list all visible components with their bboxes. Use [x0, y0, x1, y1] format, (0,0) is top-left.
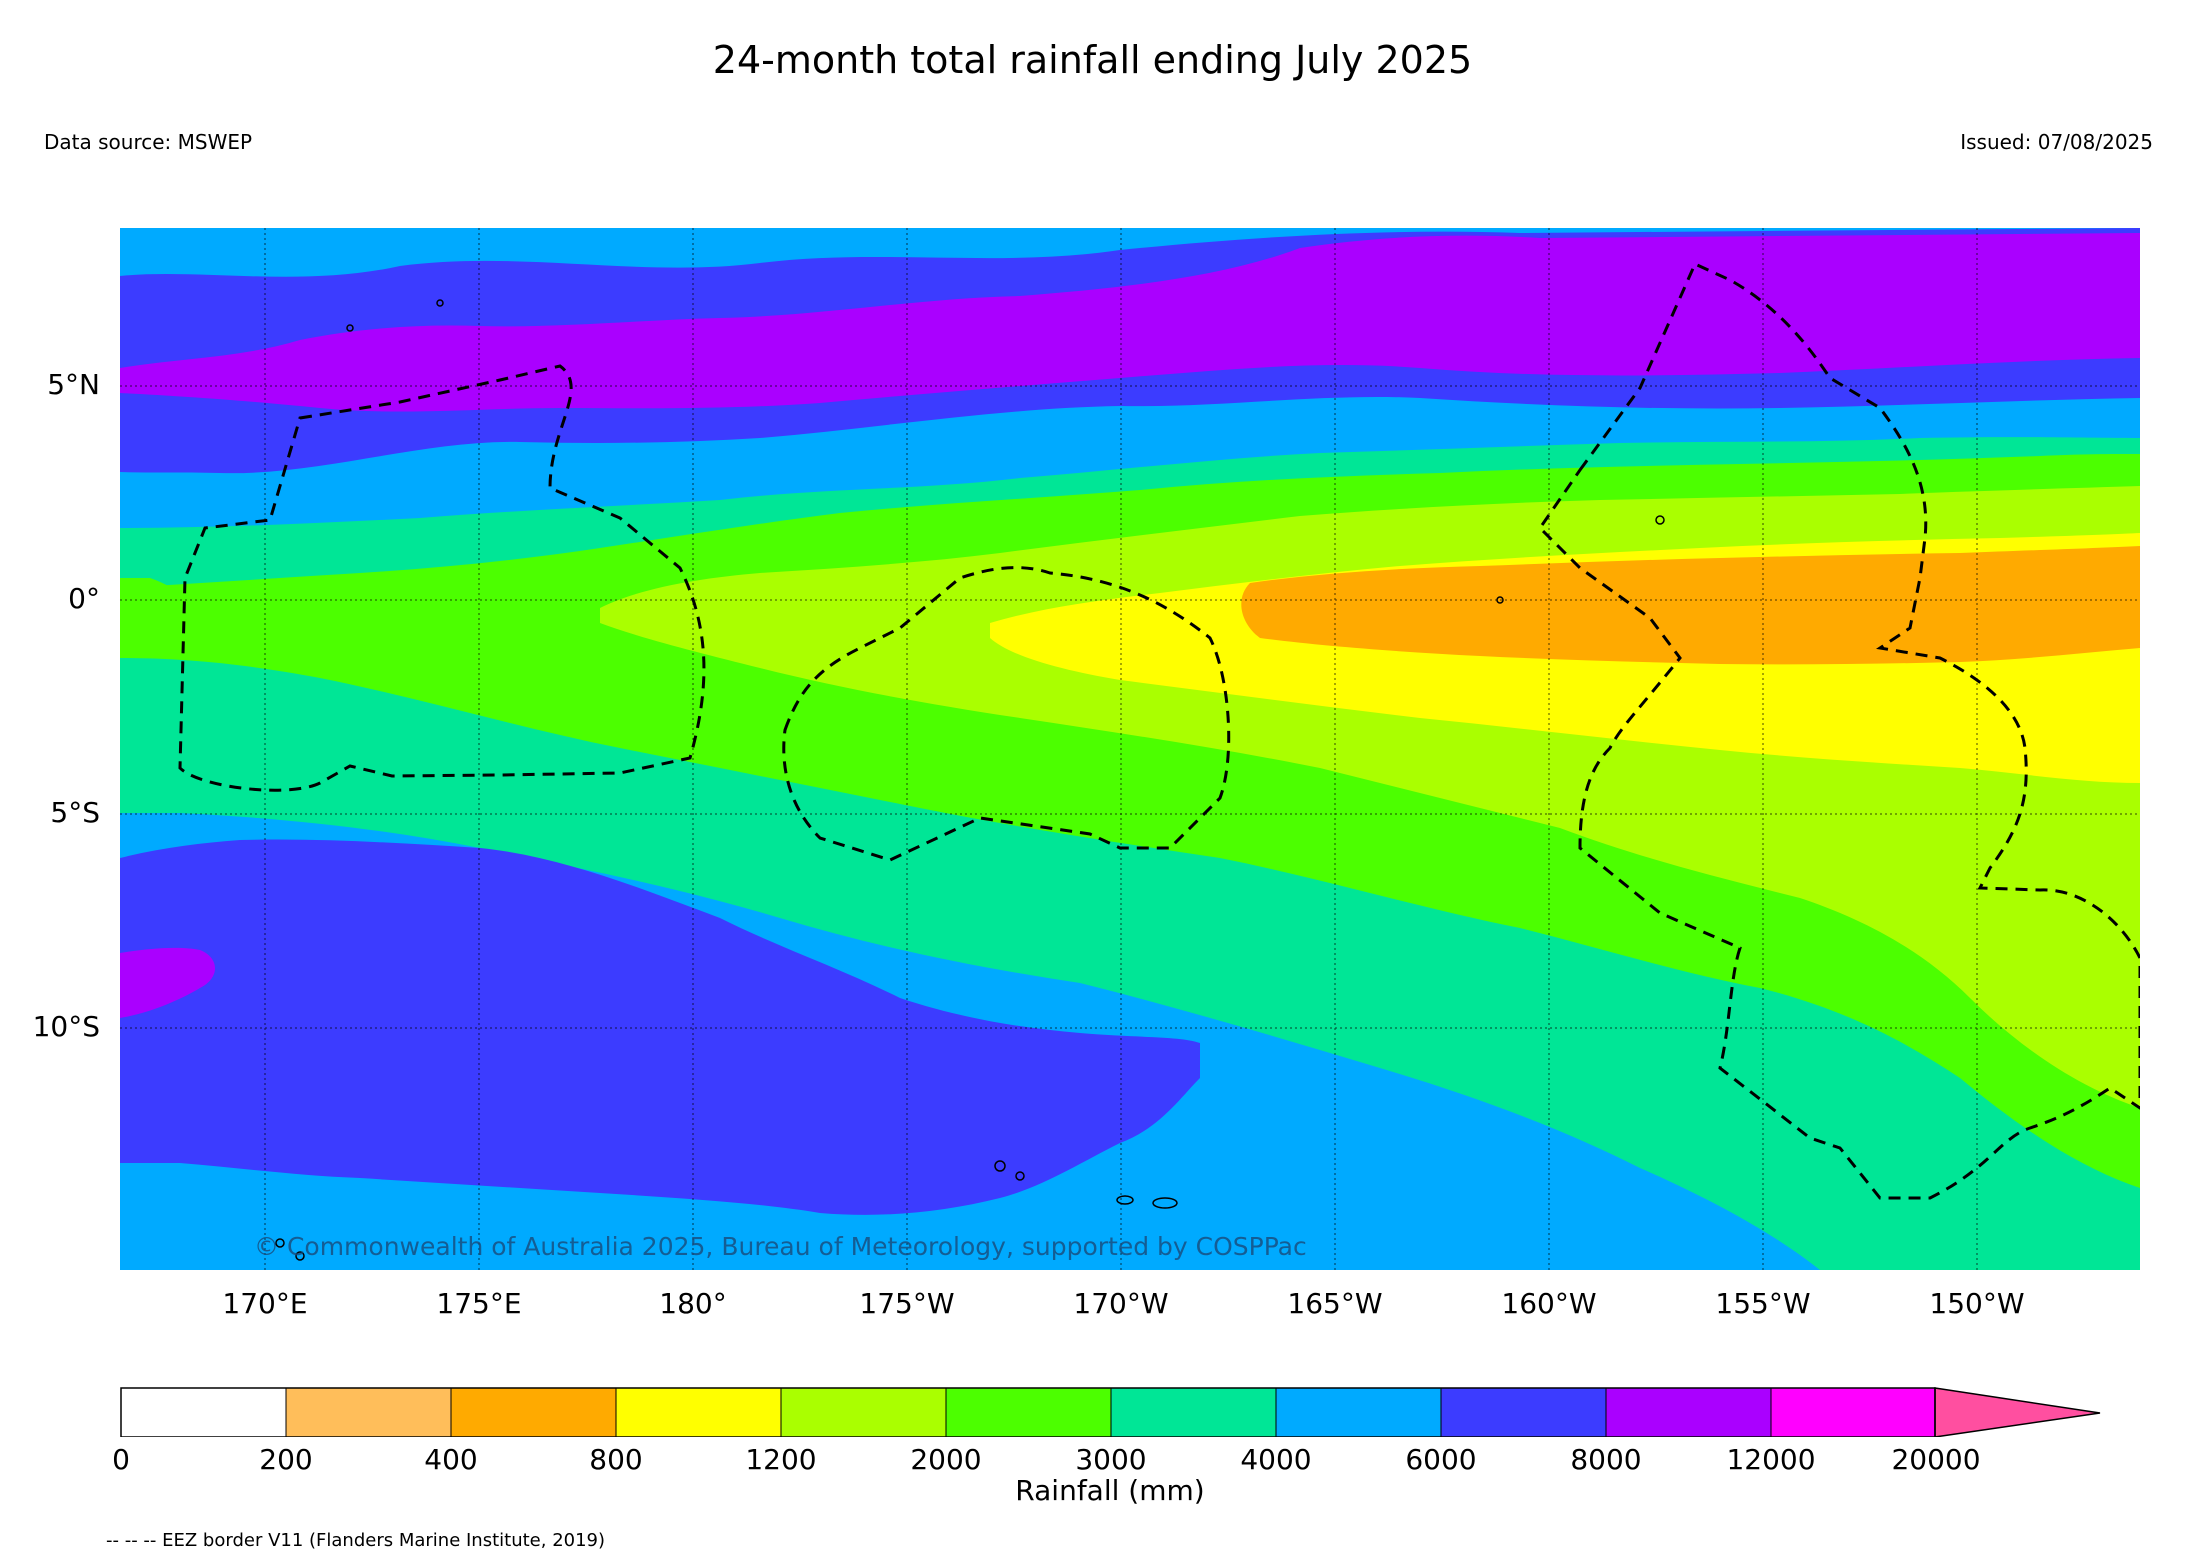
colorbar-segments	[120, 1387, 1937, 1437]
colorbar-segment	[1440, 1387, 1607, 1437]
colorbar-tick-label: 2000	[910, 1443, 982, 1476]
data-source-label: Data source: MSWEP	[44, 130, 253, 154]
colorbar-tick-label: 400	[424, 1443, 478, 1476]
colorbar-title: Rainfall (mm)	[1015, 1474, 1205, 1507]
lon-label-165w: 165°W	[1287, 1287, 1383, 1320]
band-2000-3000-west	[120, 578, 200, 650]
grid-lines	[120, 228, 2140, 1270]
colorbar-segment	[285, 1387, 452, 1437]
colorbar-segment	[615, 1387, 782, 1437]
eez-legend-note: -- -- -- EEZ border V11 (Flanders Marine…	[106, 1530, 606, 1551]
band-6000-8000-south	[120, 839, 1200, 1215]
colorbar-segment	[780, 1387, 947, 1437]
band-400-800	[1241, 546, 2140, 665]
colorbar-segment	[1605, 1387, 1772, 1437]
colorbar-tick-label: 1200	[745, 1443, 817, 1476]
lat-label-10s: 10°S	[32, 1010, 100, 1043]
colorbar-tick-label: 3000	[1075, 1443, 1147, 1476]
lat-label-5n: 5°N	[47, 368, 100, 401]
colorbar-tick-label: 12000	[1726, 1443, 1816, 1476]
islands	[275, 299, 1665, 1261]
colorbar-extend-arrow	[1934, 1387, 2101, 1437]
colorbar-segment	[945, 1387, 1112, 1437]
colorbar-tick-label: 4000	[1240, 1443, 1312, 1476]
lon-label-180: 180°	[659, 1287, 727, 1320]
colorbar-tick-label: 6000	[1405, 1443, 1477, 1476]
colorbar-segment	[1110, 1387, 1277, 1437]
colorbar-tick-label: 0	[112, 1443, 130, 1476]
eez-border-center	[782, 566, 1231, 862]
eez-border-west	[178, 364, 706, 792]
lon-label-175e: 175°E	[436, 1287, 522, 1320]
lon-label-170e: 170°E	[222, 1287, 308, 1320]
band-8000-12000	[120, 233, 2140, 412]
colorbar-segment	[1770, 1387, 1937, 1437]
colorbar-tick-label: 800	[589, 1443, 643, 1476]
lat-label-0: 0°	[68, 582, 100, 615]
copyright-notice: © Commonwealth of Australia 2025, Bureau…	[254, 1232, 1307, 1261]
lon-label-160w: 160°W	[1501, 1287, 1597, 1320]
rainfall-map	[120, 228, 2140, 1270]
map-title: 24-month total rainfall ending July 2025	[712, 38, 1473, 82]
lon-label-170w: 170°W	[1073, 1287, 1169, 1320]
colorbar-tick-label: 200	[259, 1443, 313, 1476]
colorbar-frame	[120, 1387, 1936, 1437]
lon-label-155w: 155°W	[1715, 1287, 1811, 1320]
colorbar	[120, 1387, 2101, 1437]
eez-borders	[178, 262, 2140, 1200]
lat-label-5s: 5°S	[50, 796, 100, 829]
colorbar-segment	[120, 1387, 287, 1437]
colorbar-tick-label: 8000	[1570, 1443, 1642, 1476]
colorbar-tick-label: 20000	[1891, 1443, 1981, 1476]
lon-label-150w: 150°W	[1929, 1287, 2025, 1320]
eez-border-east	[1538, 262, 2140, 1200]
colorbar-segment	[450, 1387, 617, 1437]
issued-date-label: Issued: 07/08/2025	[1960, 130, 2153, 154]
lon-label-175w: 175°W	[859, 1287, 955, 1320]
colorbar-segment	[1275, 1387, 1442, 1437]
band-8000-12000-south	[120, 947, 215, 1018]
